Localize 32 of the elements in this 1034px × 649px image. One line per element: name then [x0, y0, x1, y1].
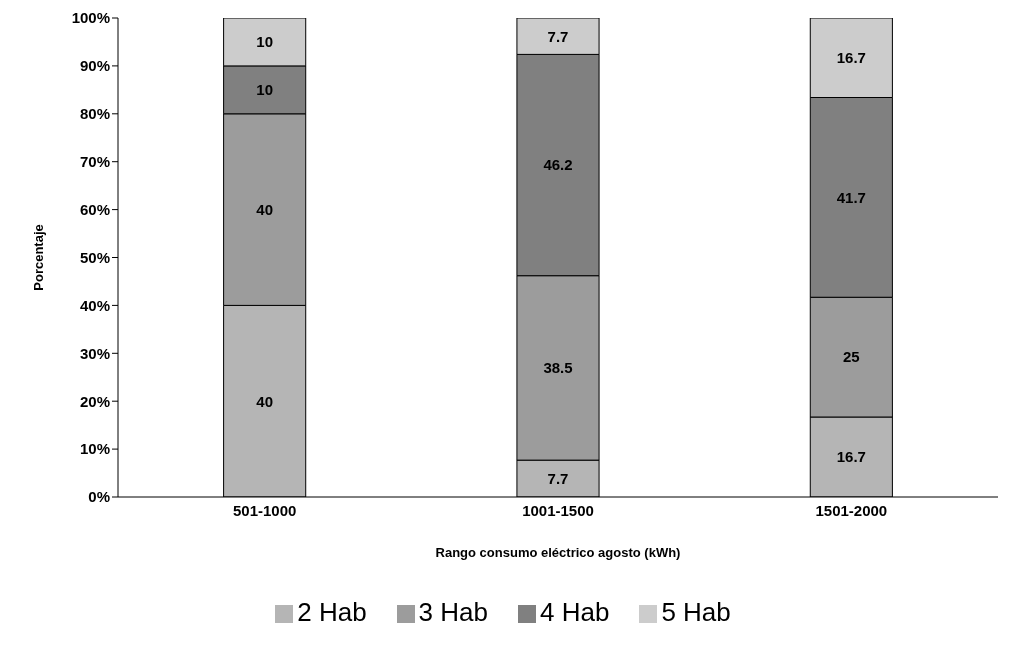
data-label: 41.7	[836, 188, 866, 206]
legend-label: 4 Hab	[540, 597, 610, 627]
data-label: 7.7	[547, 27, 569, 45]
y-tick-label: 80%	[79, 105, 110, 123]
legend-label: 3 Hab	[418, 597, 488, 627]
y-tick-label: 30%	[79, 344, 110, 362]
y-tick-label: 40%	[79, 296, 110, 314]
data-label: 10	[256, 81, 274, 99]
y-tick-label: 0%	[88, 488, 110, 506]
legend-label: 2 Hab	[297, 597, 367, 627]
y-tick-label: 60%	[79, 200, 110, 218]
data-label: 16.7	[836, 49, 866, 67]
legend-label: 5 Hab	[661, 597, 731, 627]
y-tick-label: 90%	[79, 57, 110, 75]
data-label: 25	[842, 348, 860, 366]
y-tick-label: 50%	[79, 248, 110, 266]
data-label: 40	[256, 200, 274, 218]
data-label: 10	[256, 33, 274, 51]
y-axis-title: Porcentaje	[30, 224, 46, 291]
y-tick-label: 70%	[79, 153, 110, 171]
x-axis-title: Rango consumo eléctrico agosto (kWh)	[435, 545, 681, 560]
y-tick-label: 100%	[71, 9, 110, 27]
x-tick-label: 1501-2000	[815, 501, 888, 519]
y-tick-label: 10%	[79, 440, 110, 458]
data-label: 7.7	[547, 469, 569, 487]
data-label: 16.7	[836, 448, 866, 466]
data-label: 46.2	[543, 156, 573, 174]
x-tick-label: 1001-1500	[522, 501, 594, 519]
x-tick-label: 501-1000	[232, 501, 297, 519]
data-label: 38.5	[543, 359, 573, 377]
data-label: 40	[256, 392, 274, 410]
y-tick-label: 20%	[79, 392, 110, 410]
